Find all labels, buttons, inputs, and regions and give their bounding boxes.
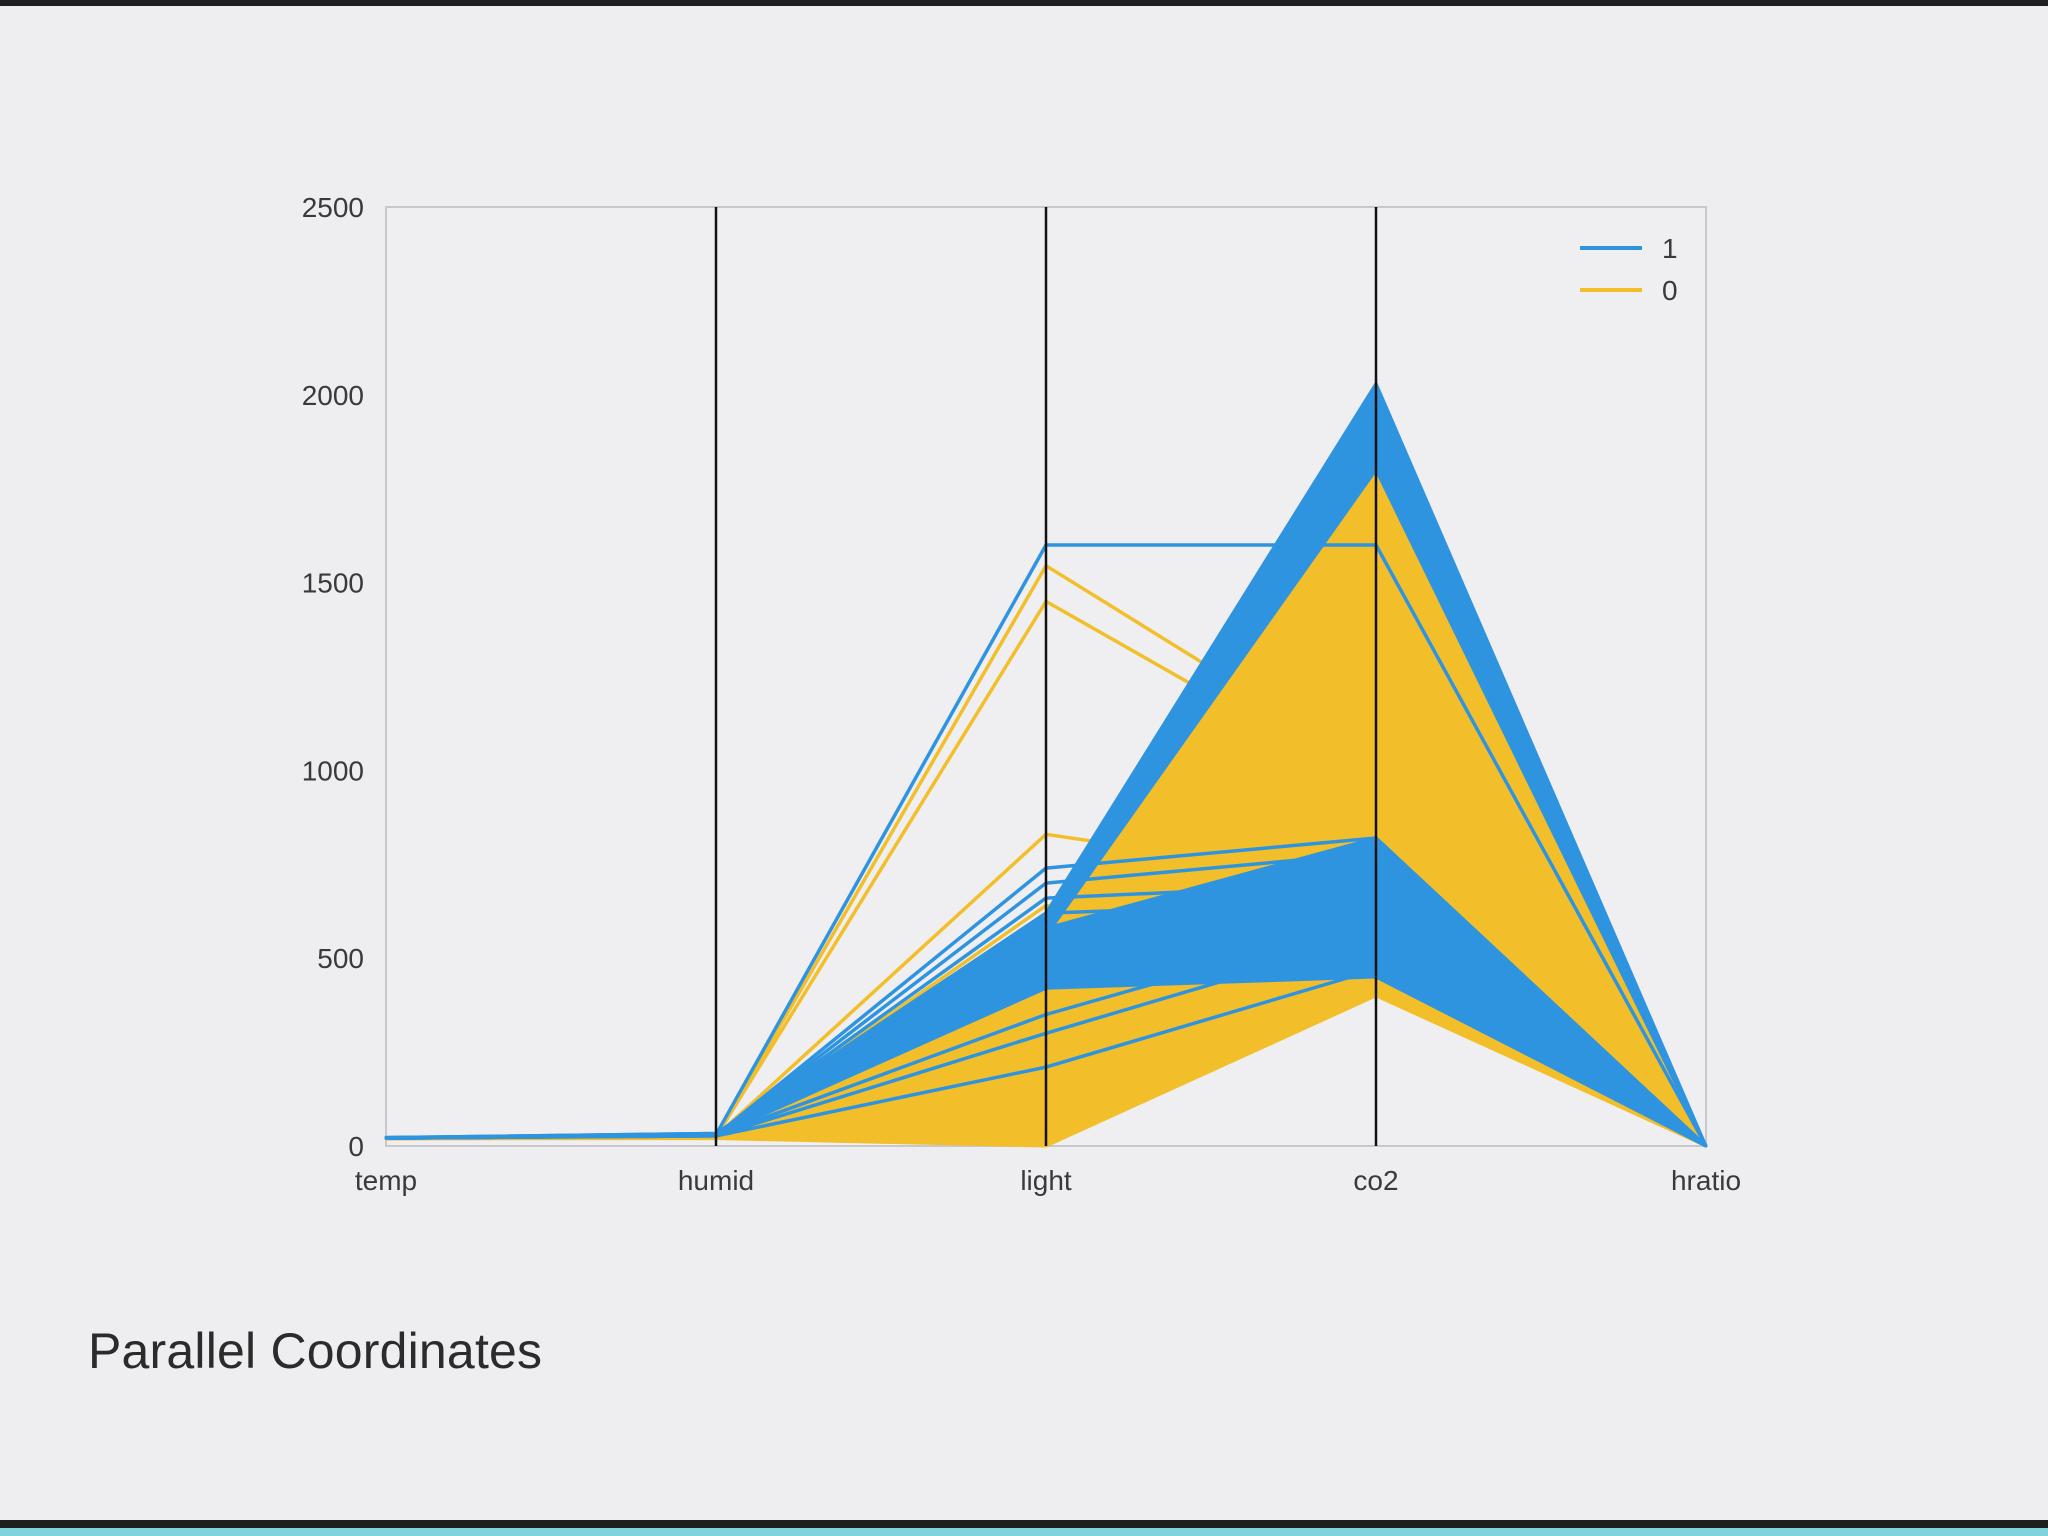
y-tick-1000: 1000: [302, 755, 364, 786]
y-tick-500: 500: [317, 943, 364, 974]
y-tick-2000: 2000: [302, 380, 364, 411]
axis-label-co2: co2: [1353, 1165, 1398, 1196]
slide-caption: Parallel Coordinates: [88, 1323, 543, 1379]
y-tick-1500: 1500: [302, 568, 364, 599]
axis-label-humid: humid: [678, 1165, 754, 1196]
legend-label-0: 0: [1662, 275, 1678, 306]
labels-layer: temp humid light co2 hratio 0 500 1000 1500 2000 2…: [302, 192, 1741, 1196]
parallel-coordinates-chart: temp humid light co2 hratio 0 500 1000 1500 2000 2…: [302, 192, 1741, 1196]
axis-label-hratio: hratio: [1671, 1165, 1741, 1196]
y-tick-0: 0: [348, 1131, 364, 1162]
window-top-bar: [0, 0, 2048, 6]
axes-layer: [714, 207, 1378, 1146]
axis-label-temp: temp: [355, 1165, 417, 1196]
legend-label-1: 1: [1662, 233, 1678, 264]
y-tick-2500: 2500: [302, 192, 364, 223]
window-bottom-accent: [0, 1528, 2048, 1536]
legend: 10: [1580, 233, 1678, 306]
axis-label-light: light: [1020, 1165, 1072, 1196]
